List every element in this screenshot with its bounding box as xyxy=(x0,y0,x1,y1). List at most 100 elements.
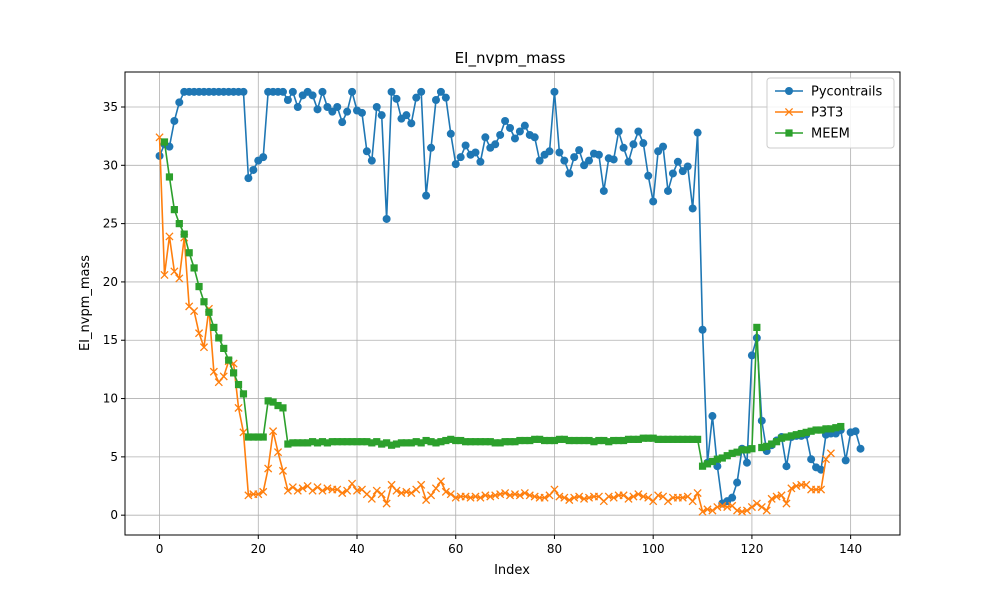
p3t3-point xyxy=(269,427,278,436)
p3t3-point xyxy=(639,492,648,501)
meem-point xyxy=(466,438,475,446)
p3t3-point xyxy=(426,491,436,500)
meem-point xyxy=(629,435,638,443)
grid xyxy=(125,72,900,535)
p3t3-point xyxy=(451,493,460,502)
meem-point xyxy=(412,438,420,446)
pycontrails-point xyxy=(550,87,559,96)
p3t3-point xyxy=(698,507,707,516)
meem-point xyxy=(378,440,386,448)
meem-point xyxy=(259,433,267,441)
p3t3-point xyxy=(520,488,529,498)
meem-point xyxy=(180,230,188,238)
p3t3-point xyxy=(737,507,747,516)
p3t3-point xyxy=(580,494,589,503)
p3t3-point xyxy=(323,484,332,493)
meem-point xyxy=(580,436,588,445)
pycontrails-point xyxy=(461,141,470,150)
pycontrails-point xyxy=(278,87,287,96)
meem-point xyxy=(634,435,642,443)
meem-point xyxy=(758,443,766,452)
pycontrails-point xyxy=(506,123,515,132)
pycontrails-point xyxy=(436,87,445,96)
meem-point xyxy=(160,138,169,146)
meem-point xyxy=(274,401,282,410)
x-tick-label: 140 xyxy=(839,542,862,556)
pycontrails-point xyxy=(515,127,524,136)
y-tick-label: 25 xyxy=(103,217,118,231)
meem-point xyxy=(521,436,529,445)
pycontrails-point xyxy=(599,186,608,195)
p3t3-point xyxy=(575,492,584,501)
meem-point xyxy=(402,439,410,447)
meem-point xyxy=(244,433,253,441)
pycontrails-point xyxy=(634,127,643,136)
legend-marker-pycontrails xyxy=(785,87,793,95)
pycontrails-point xyxy=(308,91,317,100)
p3t3-point xyxy=(219,372,228,381)
meem-point xyxy=(501,438,509,446)
pycontrails-point xyxy=(244,174,253,183)
meem-point xyxy=(328,438,336,446)
x-tick-label: 0 xyxy=(156,542,164,556)
pycontrails-point xyxy=(733,478,742,487)
meem-point xyxy=(590,438,598,446)
p3t3-point xyxy=(175,274,184,283)
pycontrails-point xyxy=(841,456,850,465)
meem-point xyxy=(610,436,618,445)
meem-point xyxy=(684,435,692,443)
pycontrails-point xyxy=(259,153,268,162)
meem-point xyxy=(802,428,810,436)
meem-point xyxy=(807,427,815,435)
pycontrails-point xyxy=(422,191,431,200)
pycontrails-point xyxy=(407,119,416,128)
pycontrails-point xyxy=(441,93,450,102)
meem-point xyxy=(225,356,233,364)
p3t3-point xyxy=(609,493,618,502)
meem-point xyxy=(817,426,825,434)
y-tick-label: 15 xyxy=(103,333,118,347)
p3t3-point xyxy=(446,490,455,499)
meem-point xyxy=(496,439,504,447)
pycontrails-point xyxy=(456,153,465,162)
p3t3-point xyxy=(540,493,549,502)
chart-title: EI_nvpm_mass xyxy=(455,49,566,68)
pycontrails-point xyxy=(555,148,564,157)
series-layer xyxy=(155,87,865,516)
meem-point xyxy=(664,435,672,443)
meem-point xyxy=(338,438,346,446)
p3t3-point xyxy=(392,486,401,495)
p3t3-point xyxy=(318,486,327,495)
meem-point xyxy=(669,435,677,443)
pycontrails-point xyxy=(570,153,579,162)
p3t3-point xyxy=(352,486,362,495)
p3t3-point xyxy=(481,491,490,500)
meem-point xyxy=(353,438,361,446)
p3t3-point xyxy=(190,307,199,316)
p3t3-point xyxy=(471,492,480,501)
x-tick-label: 120 xyxy=(740,542,763,556)
pycontrails-point xyxy=(856,444,865,453)
meem-point xyxy=(432,439,440,447)
pycontrails-point xyxy=(496,130,505,139)
pycontrails-point xyxy=(673,157,682,166)
p3t3-point xyxy=(708,506,717,515)
meem-point xyxy=(304,439,312,447)
meem-point xyxy=(654,435,662,443)
series-meem xyxy=(160,138,845,470)
meem-point xyxy=(768,440,776,448)
meem-point xyxy=(476,438,485,446)
meem-point xyxy=(624,435,633,443)
pycontrails-point xyxy=(698,325,707,334)
y-axis-label: EI_nvpm_mass xyxy=(78,255,93,351)
meem-point xyxy=(782,433,791,441)
pycontrails-point xyxy=(629,140,638,149)
meem-point xyxy=(491,439,499,447)
p3t3-point xyxy=(510,490,520,499)
pycontrails-point xyxy=(402,111,411,120)
meem-point xyxy=(540,436,549,445)
meem-point xyxy=(827,425,835,433)
meem-point xyxy=(511,438,519,446)
meem-point xyxy=(299,439,307,447)
meem-point xyxy=(373,438,381,446)
